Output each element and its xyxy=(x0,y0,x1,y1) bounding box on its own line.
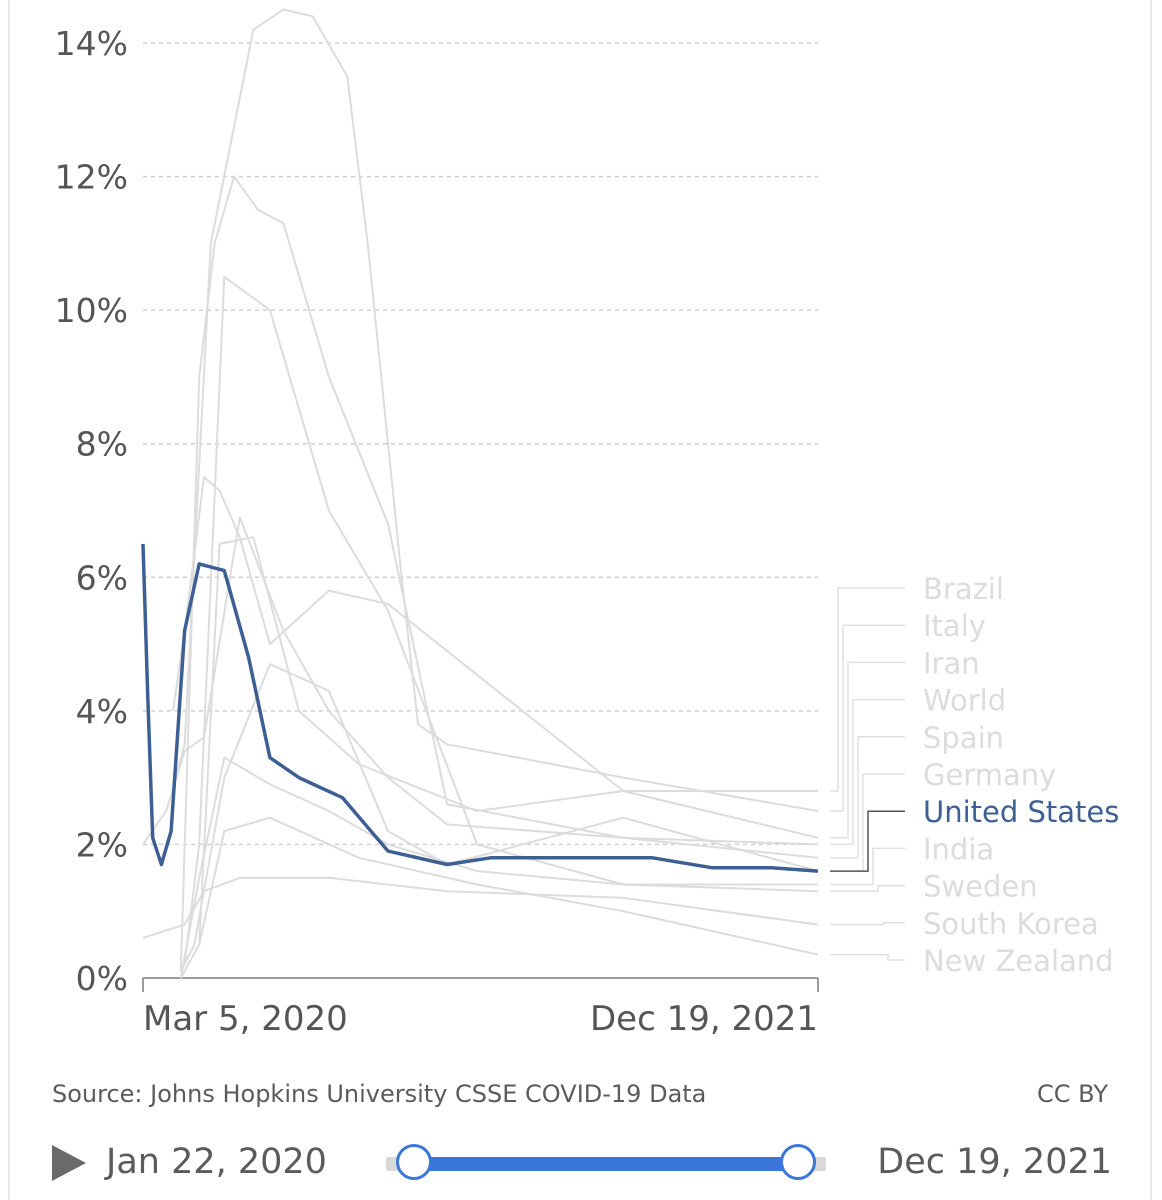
series-line-united-states xyxy=(141,543,819,873)
timeline-start-handle[interactable] xyxy=(396,1144,432,1180)
legend-label-germany: Germany xyxy=(923,758,1056,792)
timeline-end-handle[interactable] xyxy=(780,1144,816,1180)
play-icon xyxy=(52,1145,86,1181)
leader-line-world xyxy=(830,698,905,846)
series-line-spain xyxy=(179,175,819,972)
legend-label-iran: Iran xyxy=(923,646,980,680)
legend-label-new-zealand: New Zealand xyxy=(923,944,1114,978)
license-link[interactable]: CC BY xyxy=(1037,1080,1108,1108)
y-tick-label: 6% xyxy=(76,558,128,597)
source-note[interactable]: Source: Johns Hopkins University CSSE CO… xyxy=(52,1080,707,1108)
series-line-germany xyxy=(179,663,819,972)
leader-line-brazil xyxy=(830,587,905,792)
leader-line-india xyxy=(830,847,905,886)
y-tick-label: 8% xyxy=(76,425,128,464)
timeline-start-date: Jan 22, 2020 xyxy=(106,1142,327,1182)
x-tick-label: Dec 19, 2021 xyxy=(590,999,818,1039)
legend-label-united-states: United States xyxy=(923,795,1119,829)
leader-line-spain xyxy=(830,736,905,859)
line-chart: 0% 2% 4% 6% 8% 10% 12% 14% Mar 5, 2020 Dec 19, 20… xyxy=(55,8,1119,1039)
play-button[interactable] xyxy=(50,1143,90,1183)
series-line-new-zealand xyxy=(179,816,819,979)
legend-label-world: World xyxy=(923,684,1006,718)
leader-line-sweden xyxy=(830,884,905,892)
y-tick-label: 12% xyxy=(55,158,128,197)
leader-line-iran xyxy=(830,661,905,839)
leader-line-south-korea xyxy=(830,922,905,926)
leader-line-new-zealand xyxy=(830,953,905,961)
timeline-end-date: Dec 19, 2021 xyxy=(877,1142,1112,1182)
frame-border-left xyxy=(8,0,10,1200)
legend-label-south-korea: South Korea xyxy=(923,907,1099,941)
legend-label-spain: Spain xyxy=(923,721,1004,755)
timeline-slider[interactable] xyxy=(386,1144,826,1180)
y-tick-label: 14% xyxy=(55,24,128,63)
timeline-selected-range xyxy=(414,1157,798,1171)
series-line-world xyxy=(142,516,819,846)
legend-label-sweden: Sweden xyxy=(923,870,1038,904)
frame-border-right xyxy=(1150,0,1152,1200)
series-line-india xyxy=(179,756,818,979)
y-tick-label: 10% xyxy=(55,291,128,330)
leader-line-italy xyxy=(830,624,905,812)
series-line-south-korea xyxy=(142,876,819,939)
legend-label-india: India xyxy=(923,832,994,866)
series-line-sweden xyxy=(183,275,819,965)
y-tick-label: 0% xyxy=(76,959,128,998)
series-line-italy xyxy=(174,8,819,812)
x-tick-label: Mar 5, 2020 xyxy=(143,999,348,1039)
series-line-brazil xyxy=(198,536,818,945)
leader-line-united-states xyxy=(830,810,905,872)
y-tick-label: 2% xyxy=(76,825,128,864)
y-tick-label: 4% xyxy=(76,692,128,731)
legend-label-italy: Italy xyxy=(923,609,986,643)
legend-label-brazil: Brazil xyxy=(923,572,1004,606)
